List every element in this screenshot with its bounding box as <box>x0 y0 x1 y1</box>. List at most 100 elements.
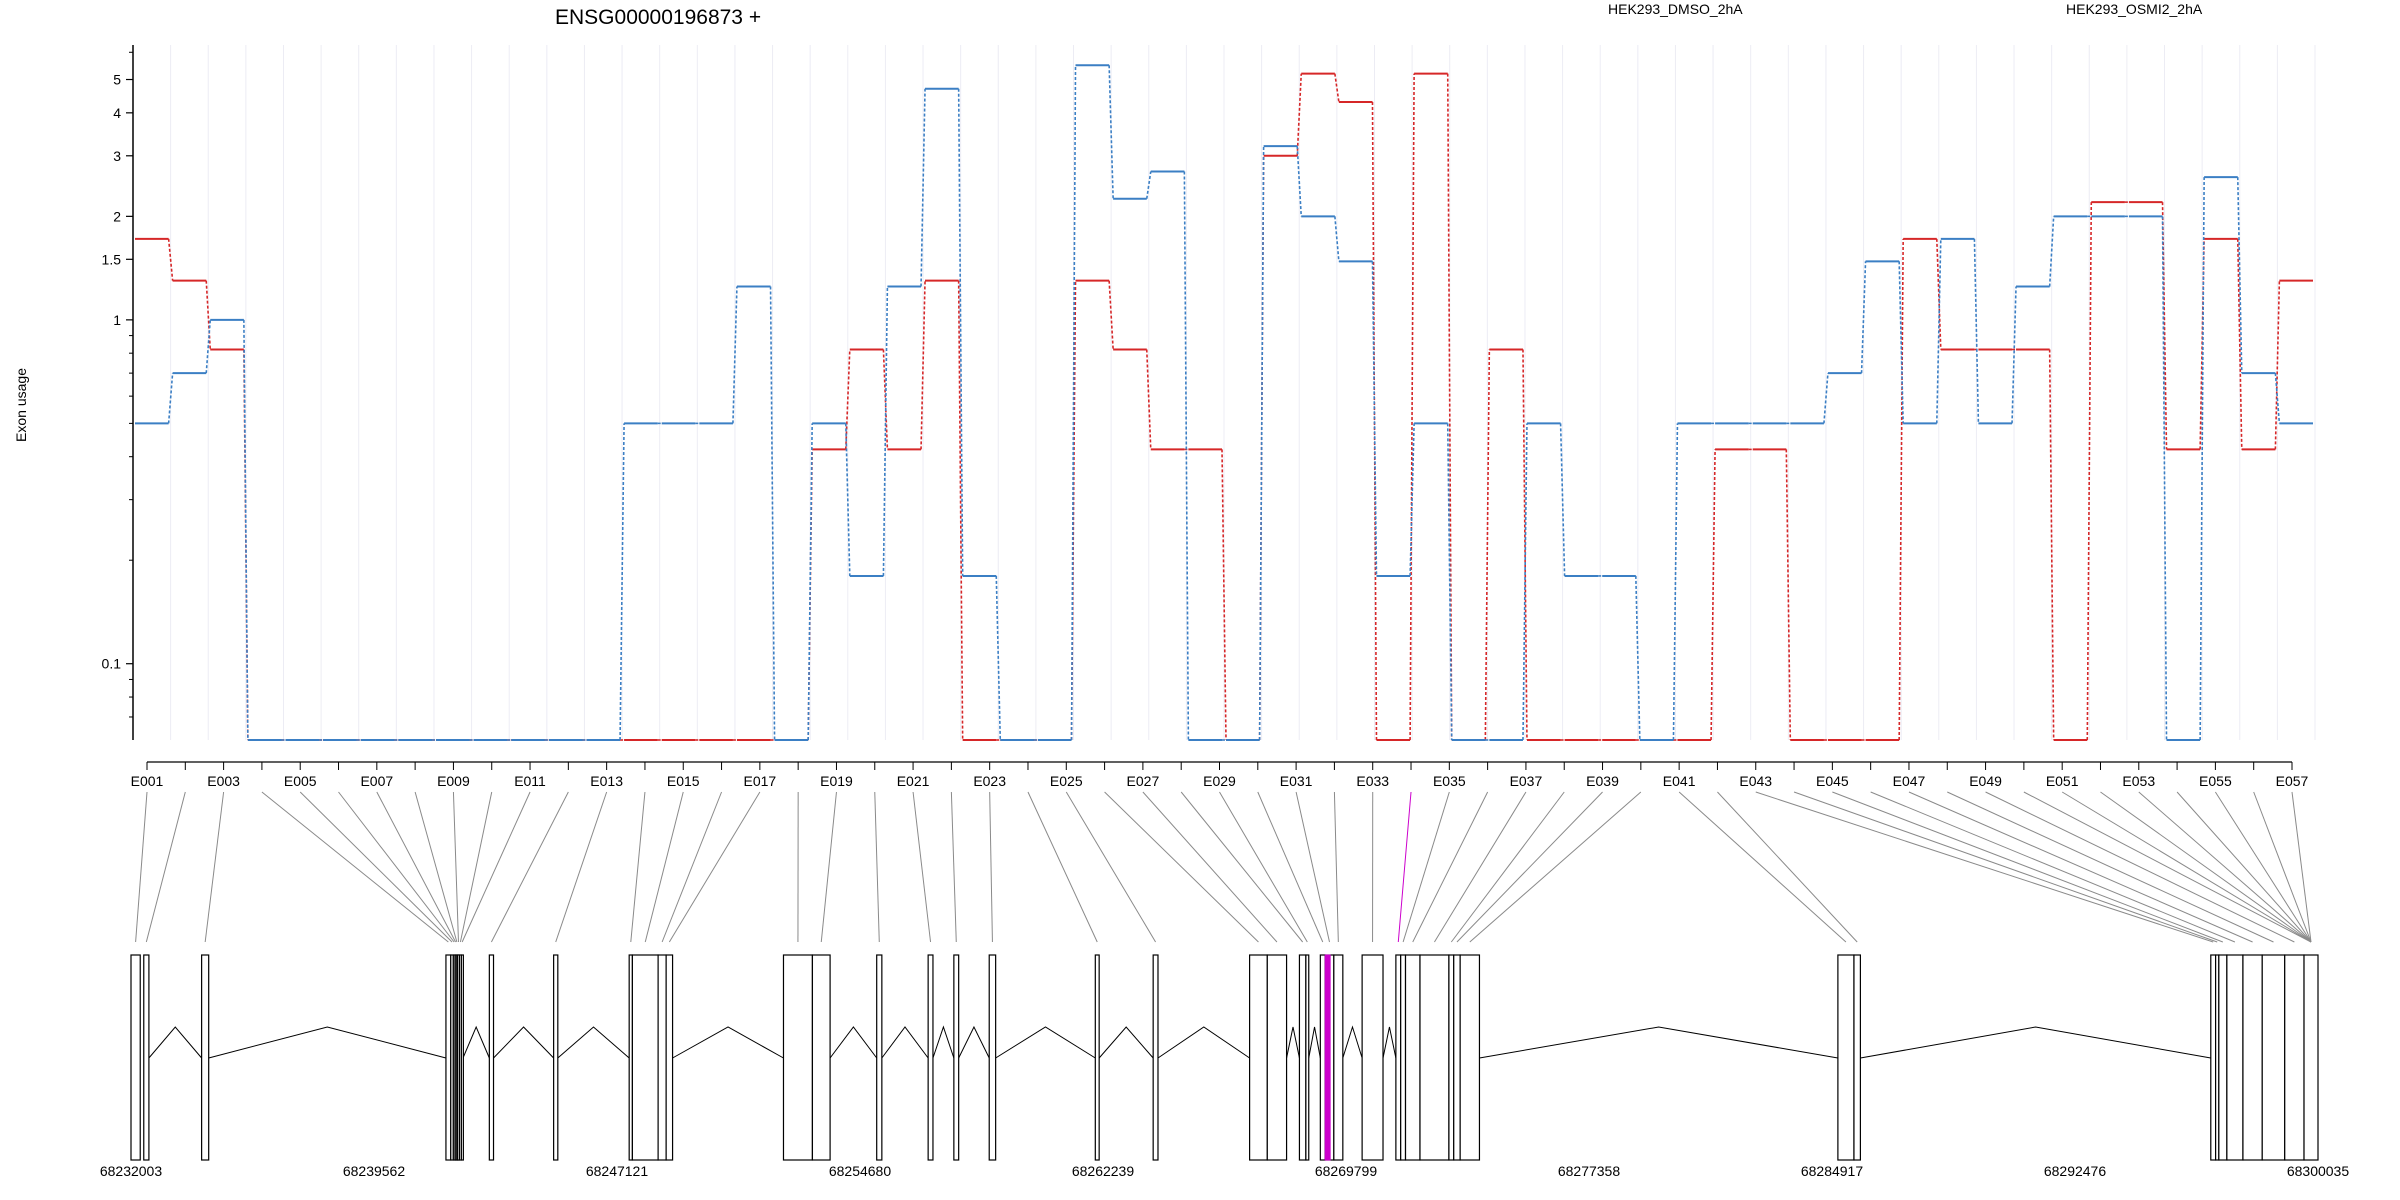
y-tick-label: 5 <box>113 72 121 88</box>
exon-connector <box>1793 791 2218 943</box>
exon-tick-label: E003 <box>207 773 240 789</box>
exon-connector <box>668 791 761 943</box>
exon-box <box>1305 954 1310 1161</box>
series-connector <box>1446 423 1453 741</box>
exon-box <box>1459 954 1481 1161</box>
exon-connector <box>1065 791 1157 943</box>
exon-axis: E001 E003 E005 E007 E009 E011 E013 E015 E017 E019… <box>131 761 2309 789</box>
exon-connector <box>1219 791 1308 943</box>
exon-connector <box>1450 791 1565 943</box>
exon-connector <box>459 791 493 943</box>
y-axis: 0.1 1 1.5 2 3 4 5 <box>102 45 134 740</box>
exon-box <box>1853 954 1861 1161</box>
exon-box <box>782 954 814 1161</box>
genomic-axis: 68232003 68239562 68247121 68254680 68262239… <box>100 1163 2350 1179</box>
exon-connector <box>2061 791 2312 943</box>
exon-tick-label: E023 <box>973 773 1006 789</box>
series-layer <box>135 64 2313 741</box>
exon-box <box>631 954 659 1161</box>
series-connector <box>920 88 926 287</box>
exon-connector <box>1180 791 1304 943</box>
genomic-coordinate-label: 68254680 <box>829 1163 892 1179</box>
series-connector <box>957 280 964 741</box>
intron-line <box>1157 1026 1250 1059</box>
y-tick-label: 1 <box>113 312 121 328</box>
exon-connector <box>1947 791 2274 943</box>
exon-connector <box>261 791 449 943</box>
exon-tick-label: E041 <box>1663 773 1696 789</box>
intron-line <box>958 1025 990 1059</box>
exon-connector <box>414 791 458 943</box>
exon-connector <box>145 791 186 943</box>
exon-connector <box>2214 791 2312 943</box>
exon-connector <box>2253 791 2312 943</box>
exon-connector <box>989 791 993 943</box>
series-connector <box>1935 238 1942 350</box>
exon-connector <box>1456 791 1603 943</box>
genomic-coordinate-label: 68262239 <box>1072 1163 1135 1179</box>
exon-box <box>488 954 495 1161</box>
intron-line <box>1382 1026 1397 1059</box>
exon-tick-label: E057 <box>2276 773 2309 789</box>
genomic-coordinate-label: 68232003 <box>100 1163 163 1179</box>
exon-box <box>1404 954 1421 1161</box>
exon-box <box>988 954 997 1161</box>
exon-connector <box>1755 791 2214 943</box>
series-connector <box>167 238 174 281</box>
series-connector <box>1672 423 1679 741</box>
exon-connector <box>1678 791 1847 943</box>
series-connector <box>1296 146 1303 217</box>
y-tick-label: 0.1 <box>102 656 122 672</box>
exon-connector <box>1104 791 1259 943</box>
series-connector <box>1635 575 1641 741</box>
series-connector <box>1935 238 1942 424</box>
intron-line <box>462 1025 490 1059</box>
exon-box <box>460 954 464 1161</box>
series-connector <box>2161 216 2168 741</box>
exon-connector <box>1469 791 1642 943</box>
exon-connector <box>1295 791 1330 943</box>
series-connector <box>2274 373 2281 424</box>
intron-line <box>932 1025 955 1059</box>
intron-line <box>557 1026 630 1059</box>
exon-connector <box>490 791 569 943</box>
series-connector <box>957 88 964 576</box>
exon-tick-label: E001 <box>131 773 164 789</box>
series-connector <box>1860 261 1867 374</box>
series-connector <box>2199 177 2205 741</box>
exon-connector <box>2291 791 2312 943</box>
intron-line <box>208 1026 447 1059</box>
series-connector <box>2048 349 2055 741</box>
series-connector <box>1484 349 1491 741</box>
series-connector <box>205 319 212 374</box>
exon-tick-label: E035 <box>1433 773 1466 789</box>
genomic-coordinate-label: 68277358 <box>1558 1163 1621 1179</box>
exon-connector <box>2100 791 2312 943</box>
genomic-coordinate-label: 68269799 <box>1315 1163 1378 1179</box>
exon-connector <box>452 791 459 943</box>
exon-connectors <box>135 791 2312 943</box>
exon-connector <box>950 791 957 943</box>
exon-connector <box>2176 791 2312 943</box>
series-connector <box>882 349 889 450</box>
exon-box <box>2218 954 2228 1161</box>
exon-connector <box>1832 791 2224 943</box>
series-connector <box>1108 280 1114 350</box>
exon-tick-label: E015 <box>667 773 700 789</box>
exon-tick-label: E043 <box>1739 773 1772 789</box>
exon-box <box>1319 954 1326 1161</box>
exon-tick-label: E027 <box>1127 773 1160 789</box>
series-connector <box>1371 102 1378 741</box>
series-connector <box>2236 177 2243 374</box>
exon-connector <box>1717 791 1858 943</box>
series-connector <box>1371 261 1378 576</box>
exon-tick-label: E047 <box>1893 773 1926 789</box>
intron-line <box>881 1026 929 1059</box>
series-connector <box>844 423 851 576</box>
exon-connector <box>644 791 684 943</box>
exon-tick-label: E013 <box>590 773 623 789</box>
exon-connector <box>1257 791 1324 943</box>
exon-connector <box>135 791 148 943</box>
exon-connector <box>338 791 455 943</box>
exon-tick-label: E025 <box>1050 773 1083 789</box>
